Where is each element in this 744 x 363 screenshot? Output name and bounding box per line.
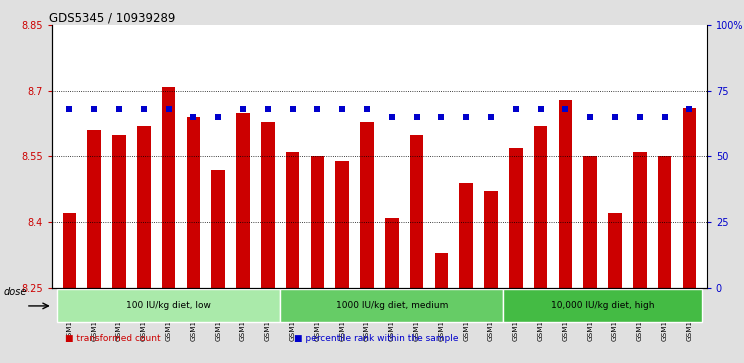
- Text: 100 IU/kg diet, low: 100 IU/kg diet, low: [126, 301, 211, 310]
- Point: [312, 106, 324, 112]
- Point: [361, 106, 373, 112]
- Bar: [385, 218, 399, 287]
- Point: [89, 106, 100, 112]
- Point: [510, 106, 522, 112]
- Point: [237, 106, 249, 112]
- Bar: [460, 183, 473, 287]
- Bar: [311, 156, 324, 287]
- Point: [63, 106, 75, 112]
- Bar: [280, 289, 504, 322]
- Bar: [237, 113, 250, 287]
- Bar: [57, 289, 280, 322]
- Bar: [682, 109, 696, 287]
- Bar: [609, 213, 622, 287]
- Point: [485, 114, 497, 120]
- Bar: [509, 148, 522, 287]
- Point: [411, 114, 423, 120]
- Bar: [261, 122, 275, 287]
- Point: [584, 114, 596, 120]
- Bar: [162, 87, 176, 287]
- Point: [187, 114, 199, 120]
- Point: [286, 106, 298, 112]
- Bar: [360, 122, 374, 287]
- Bar: [504, 289, 702, 322]
- Text: 10,000 IU/kg diet, high: 10,000 IU/kg diet, high: [551, 301, 655, 310]
- Bar: [583, 156, 597, 287]
- Point: [262, 106, 274, 112]
- Point: [113, 106, 125, 112]
- Text: GDS5345 / 10939289: GDS5345 / 10939289: [49, 11, 175, 24]
- Point: [461, 114, 472, 120]
- Bar: [658, 156, 671, 287]
- Point: [535, 106, 547, 112]
- Bar: [88, 130, 101, 287]
- Bar: [286, 152, 299, 287]
- Bar: [633, 152, 647, 287]
- Point: [634, 114, 646, 120]
- Point: [163, 106, 175, 112]
- Bar: [434, 253, 448, 287]
- Point: [559, 106, 571, 112]
- Bar: [410, 135, 423, 287]
- Bar: [187, 117, 200, 287]
- Bar: [534, 126, 548, 287]
- Text: dose: dose: [4, 287, 27, 297]
- Bar: [211, 170, 225, 287]
- Point: [138, 106, 150, 112]
- Point: [435, 114, 447, 120]
- Text: ■ transformed count: ■ transformed count: [65, 334, 161, 343]
- Bar: [484, 191, 498, 287]
- Point: [336, 106, 348, 112]
- Bar: [336, 161, 349, 287]
- Bar: [62, 213, 76, 287]
- Point: [386, 114, 398, 120]
- Bar: [137, 126, 150, 287]
- Point: [212, 114, 224, 120]
- Bar: [559, 100, 572, 287]
- Bar: [112, 135, 126, 287]
- Text: ■ percentile rank within the sample: ■ percentile rank within the sample: [295, 334, 459, 343]
- Point: [658, 114, 670, 120]
- Text: 1000 IU/kg diet, medium: 1000 IU/kg diet, medium: [336, 301, 448, 310]
- Point: [609, 114, 621, 120]
- Point: [684, 106, 696, 112]
